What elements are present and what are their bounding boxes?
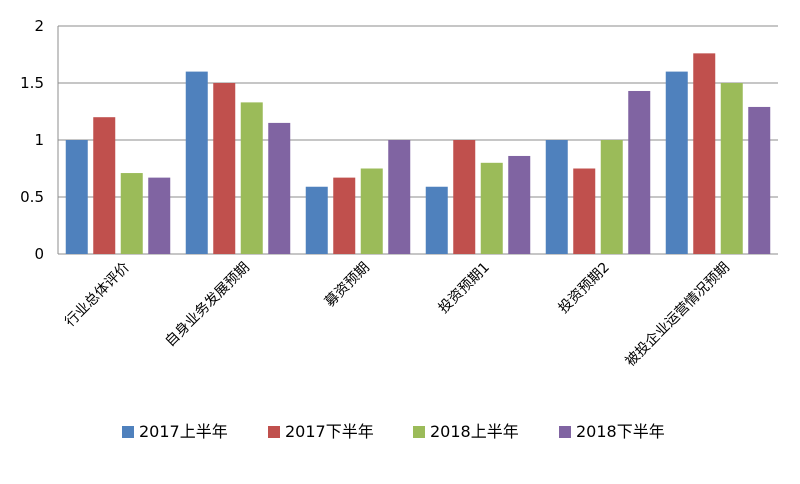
legend-label: 2017上半年	[139, 422, 228, 441]
legend-label: 2017下半年	[285, 422, 374, 441]
bar	[693, 53, 716, 254]
x-category-label: 行业总体评价	[62, 260, 133, 331]
bar	[65, 140, 88, 254]
bar	[240, 102, 263, 254]
legend-label: 2018上半年	[430, 422, 519, 441]
bar	[720, 83, 743, 254]
bar	[453, 140, 476, 254]
bar	[360, 168, 383, 254]
bar	[388, 140, 411, 254]
bar	[268, 122, 291, 255]
x-category-label: 投资预期1	[436, 260, 493, 317]
bar	[305, 186, 328, 254]
bar	[665, 71, 688, 254]
x-category-label: 募资预期	[322, 260, 373, 311]
x-category-label: 投资预期2	[556, 260, 613, 317]
bar	[93, 117, 116, 254]
bar	[120, 173, 143, 254]
legend-swatch	[268, 426, 280, 438]
legend-swatch	[413, 426, 425, 438]
x-category-label: 被投企业运营情况预期	[622, 259, 733, 370]
legend-swatch	[559, 426, 571, 438]
y-tick-label: 2	[34, 17, 44, 35]
gridlines	[57, 25, 778, 255]
bar	[425, 186, 448, 254]
bar	[508, 155, 531, 254]
bar	[480, 162, 503, 254]
legend: 2017上半年 2017下半年 2018上半年 2018下半年	[122, 422, 665, 441]
bar	[213, 83, 236, 254]
plot-area	[65, 53, 771, 255]
y-axis: 0 0.5 1 1.5 2	[20, 17, 44, 263]
bar	[600, 140, 623, 254]
bar	[148, 177, 171, 254]
y-tick-label: 0.5	[20, 188, 44, 206]
bar	[545, 140, 568, 254]
y-tick-label: 0	[34, 245, 44, 263]
bar	[748, 106, 771, 254]
bar	[628, 90, 651, 254]
bar	[573, 168, 596, 254]
bar	[185, 71, 208, 254]
x-axis: 行业总体评价 自身业务发展预期 募资预期 投资预期1 投资预期2 被投企业运营情况预期	[62, 259, 733, 370]
bar	[333, 177, 356, 254]
x-category-label: 自身业务发展预期	[162, 260, 253, 351]
y-tick-label: 1.5	[20, 74, 44, 92]
legend-label: 2018下半年	[576, 422, 665, 441]
legend-swatch	[122, 426, 134, 438]
y-tick-label: 1	[34, 131, 44, 149]
